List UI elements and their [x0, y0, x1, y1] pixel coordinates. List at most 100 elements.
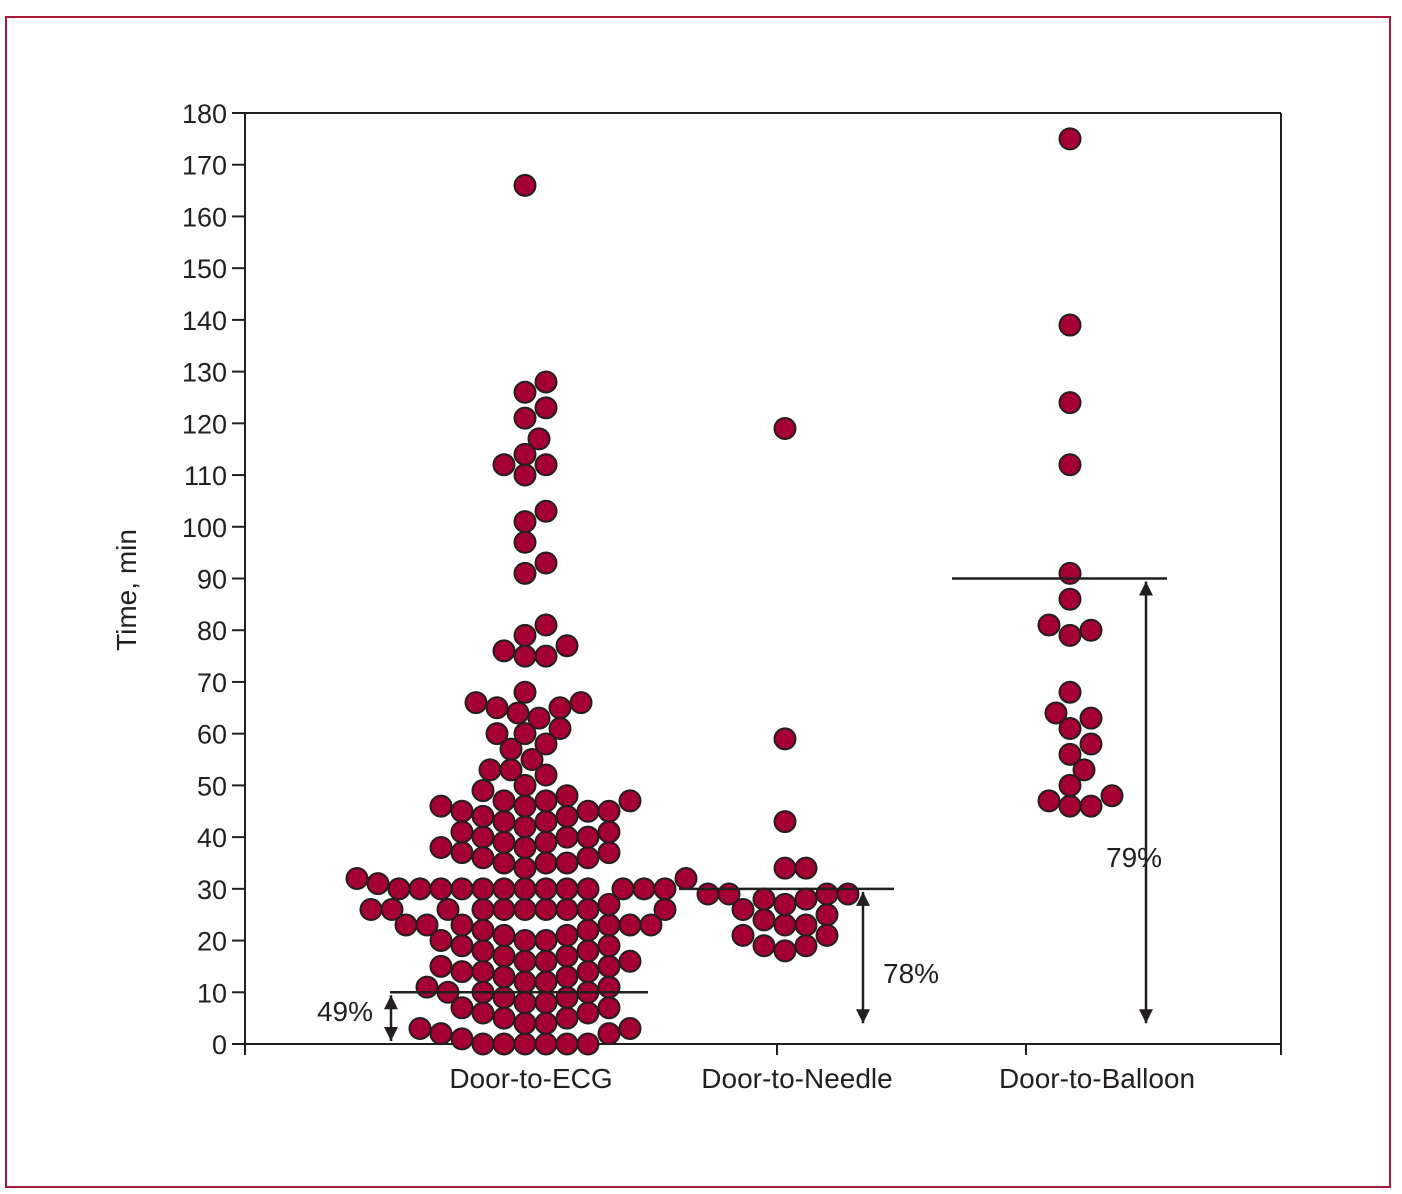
data-point: [1058, 313, 1082, 337]
data-point: [534, 644, 558, 668]
data-point: [429, 954, 453, 978]
data-point: [534, 970, 558, 994]
data-point: [773, 417, 797, 441]
data-point: [548, 696, 572, 720]
percentage-label: 78%: [883, 958, 939, 989]
data-point: [534, 877, 558, 901]
data-point: [773, 939, 797, 963]
data-point: [576, 877, 600, 901]
percentage-label: 49%: [317, 996, 373, 1027]
data-point: [1079, 794, 1103, 818]
data-point: [513, 991, 537, 1015]
data-point: [359, 898, 383, 922]
arrow-head: [384, 995, 398, 1010]
data-point: [485, 696, 509, 720]
data-point: [471, 846, 495, 870]
data-point: [576, 825, 600, 849]
y-tick-label: 60: [197, 720, 227, 750]
data-point: [555, 851, 579, 875]
y-axis-title: Time, min: [111, 529, 142, 651]
y-tick-label: 40: [197, 823, 227, 853]
data-point: [415, 913, 439, 937]
data-point: [576, 846, 600, 870]
data-point: [773, 892, 797, 916]
data-point: [520, 748, 544, 772]
data-point: [408, 1016, 432, 1040]
data-point: [653, 898, 677, 922]
data-point: [471, 877, 495, 901]
data-point: [450, 1027, 474, 1051]
data-point: [731, 898, 755, 922]
data-point: [534, 370, 558, 394]
data-point: [618, 949, 642, 973]
data-point: [1058, 623, 1082, 647]
data-point: [513, 898, 537, 922]
data-point: [1058, 561, 1082, 585]
data-point: [794, 856, 818, 880]
data-point: [513, 815, 537, 839]
y-tick-label: 50: [197, 771, 227, 801]
data-point: [492, 877, 516, 901]
data-point: [1058, 794, 1082, 818]
data-point: [450, 996, 474, 1020]
data-point: [548, 716, 572, 740]
data-point: [632, 877, 656, 901]
percentage-label: 79%: [1106, 842, 1162, 873]
data-point: [513, 877, 537, 901]
data-point: [366, 872, 390, 896]
data-point: [1037, 789, 1061, 813]
data-point: [492, 944, 516, 968]
data-point: [513, 856, 537, 880]
y-tick-label: 160: [182, 202, 227, 232]
data-point: [618, 789, 642, 813]
data-point: [1037, 613, 1061, 637]
data-point: [492, 810, 516, 834]
data-point: [464, 691, 488, 715]
data-point: [1058, 742, 1082, 766]
data-point: [471, 960, 495, 984]
data-point: [576, 960, 600, 984]
data-point: [534, 929, 558, 953]
data-point: [492, 1006, 516, 1030]
data-point: [717, 882, 741, 906]
data-point: [450, 913, 474, 937]
data-point: [1079, 732, 1103, 756]
data-point: [569, 691, 593, 715]
data-point: [555, 965, 579, 989]
y-tick-label: 70: [197, 668, 227, 698]
y-tick-label: 0: [212, 1030, 227, 1060]
data-point: [534, 830, 558, 854]
data-point: [408, 877, 432, 901]
data-point: [555, 1032, 579, 1056]
data-point: [815, 882, 839, 906]
data-point: [450, 877, 474, 901]
data-point: [513, 970, 537, 994]
data-point: [471, 939, 495, 963]
reference-lines: 49% 78% 79%: [317, 577, 1167, 1041]
data-point: [653, 877, 677, 901]
data-point: [534, 991, 558, 1015]
data-point: [513, 463, 537, 487]
data-point: [1058, 391, 1082, 415]
data-point: [1058, 587, 1082, 611]
data-point: [513, 929, 537, 953]
data-point: [534, 613, 558, 637]
data-point: [1058, 127, 1082, 151]
data-point: [597, 841, 621, 865]
data-point: [513, 442, 537, 466]
y-tick-label: 80: [197, 616, 227, 646]
data-point: [1058, 453, 1082, 477]
data-point: [576, 1001, 600, 1025]
data-point: [471, 779, 495, 803]
data-point: [555, 923, 579, 947]
data-point: [576, 939, 600, 963]
data-point: [611, 877, 635, 901]
data-point: [394, 913, 418, 937]
data-point: [499, 758, 523, 782]
data-point: [555, 898, 579, 922]
data-point: [513, 623, 537, 647]
data-point: [1058, 680, 1082, 704]
data-point: [618, 1016, 642, 1040]
y-tick-label: 150: [182, 254, 227, 284]
data-point: [513, 406, 537, 430]
